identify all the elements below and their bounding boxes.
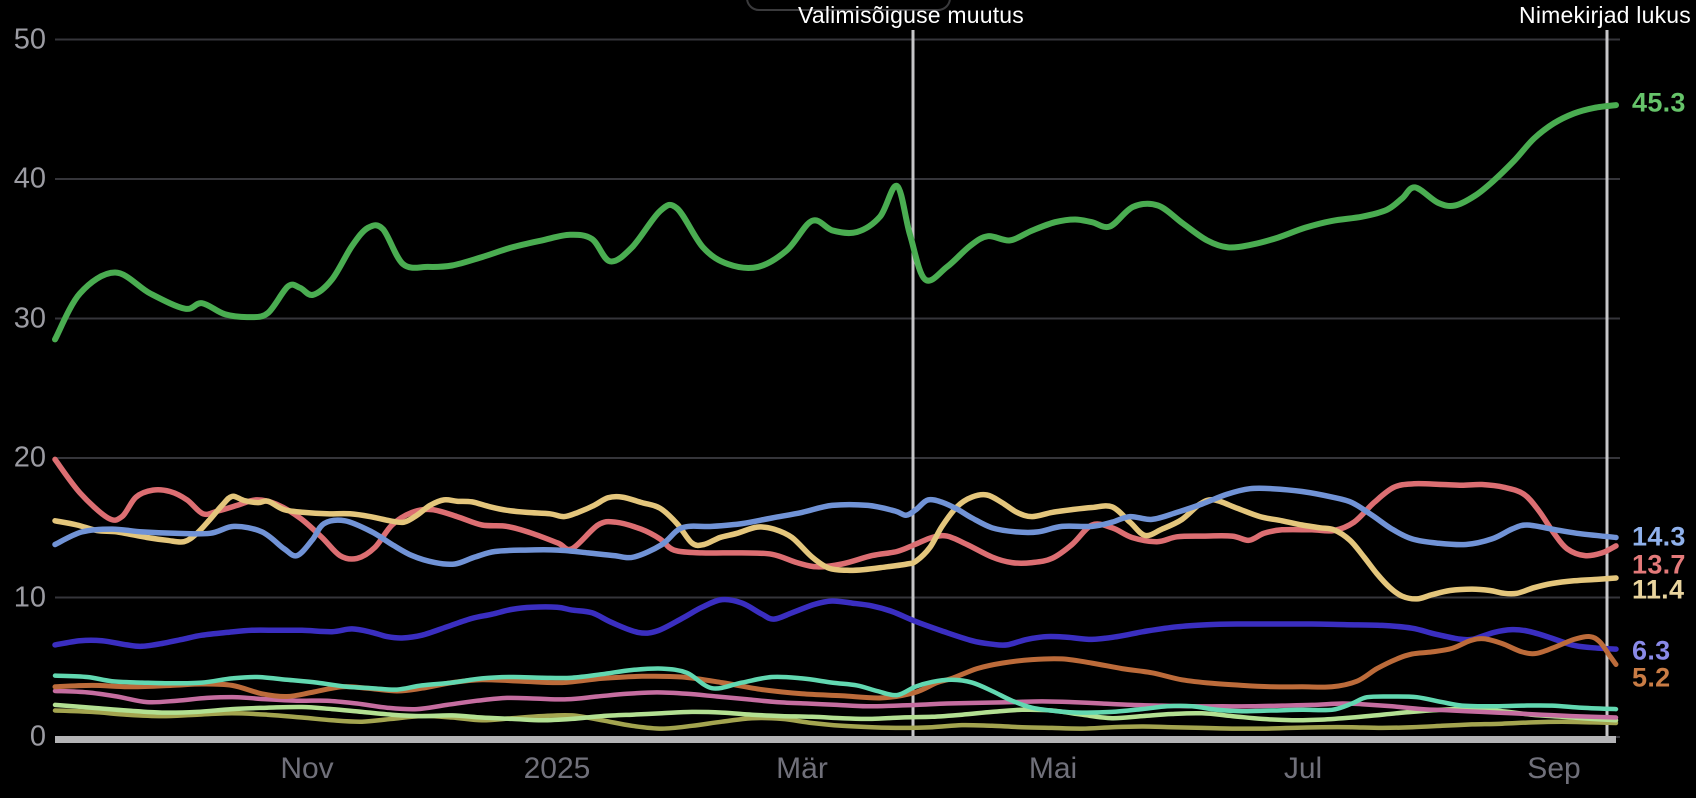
end-value-label-indigo: 6.3 [1632, 635, 1671, 666]
series-line-blue [52, 485, 1619, 568]
annotation-label-lists-locked: Nimekirjad lukus [1519, 2, 1691, 28]
series-line-light-green [52, 702, 1619, 723]
x-tick-label-nov: Nov [280, 752, 334, 785]
end-value-label-red: 13.7 [1632, 549, 1686, 580]
series-line-green [52, 102, 1619, 343]
y-tick-label-20: 20 [13, 441, 46, 474]
y-tick-label-30: 30 [13, 302, 46, 334]
x-tick-label-jul: Jul [1283, 752, 1323, 785]
end-value-label-orange: 5.2 [1632, 662, 1671, 693]
x-tick-label-mai: Mai [1028, 752, 1078, 785]
y-tick-label-50: 50 [13, 23, 46, 55]
series-line-indigo [52, 596, 1619, 652]
x-tick-label-sep: Sep [1527, 752, 1581, 785]
y-tick-label-40: 40 [13, 162, 46, 195]
end-value-label-blue: 14.3 [1632, 521, 1686, 552]
x-tick-label-2025: 2025 [523, 752, 591, 785]
end-value-label-green: 45.3 [1632, 87, 1686, 118]
series-line-yellow [52, 491, 1619, 602]
x-tick-label-mär: Mär [776, 752, 828, 785]
series-line-teal [52, 666, 1619, 715]
series-line-olive [52, 708, 1619, 731]
end-value-label-yellow: 11.4 [1632, 574, 1685, 605]
series-line-orange [52, 634, 1619, 701]
y-tick-label-10: 10 [13, 581, 46, 613]
annotation-label-voting-rights-change: Valimisõiguse muutus [797, 2, 1025, 28]
y-tick-label-0: 0 [29, 720, 46, 753]
zero-baseline-bar [55, 736, 1616, 743]
